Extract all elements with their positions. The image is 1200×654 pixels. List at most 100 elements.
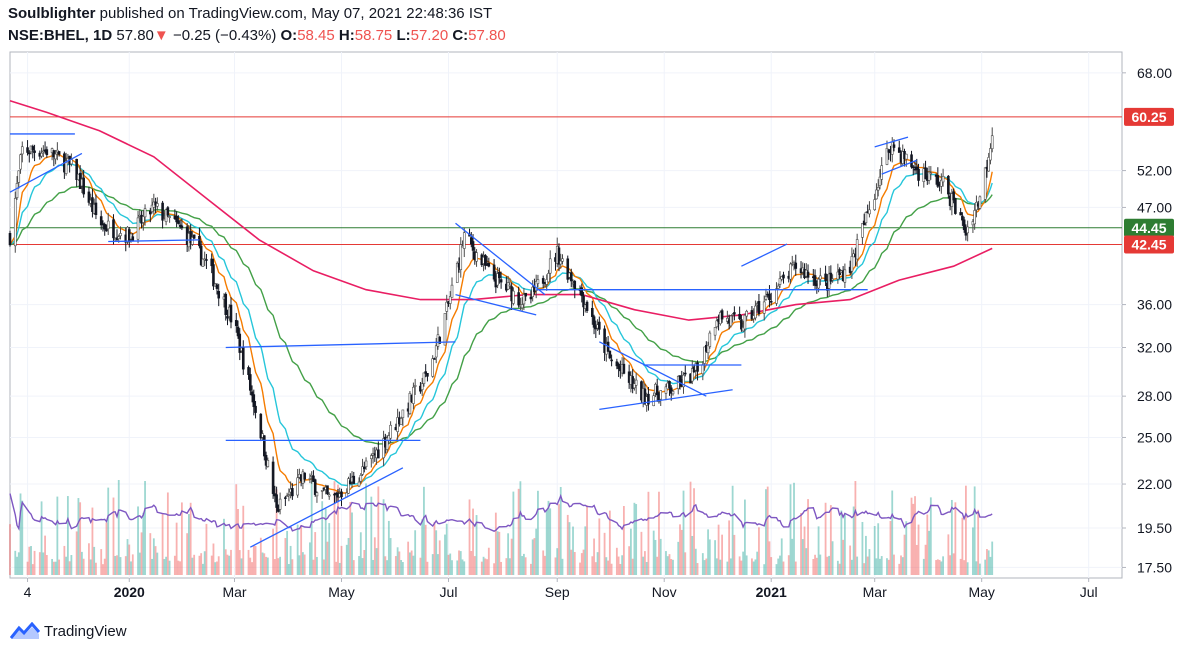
volume-bar bbox=[605, 557, 608, 575]
trendline bbox=[225, 341, 456, 349]
trendline bbox=[741, 243, 788, 267]
volume-bar bbox=[987, 550, 990, 575]
volume-bar bbox=[335, 561, 338, 575]
candle-body bbox=[947, 175, 950, 195]
candle-body bbox=[875, 189, 878, 200]
volume-bar bbox=[500, 561, 503, 575]
published-text: published on TradingView.com, May 07, 20… bbox=[99, 5, 493, 22]
candle-body bbox=[547, 273, 550, 283]
volume-bar bbox=[310, 481, 313, 575]
volume-bar bbox=[58, 559, 61, 575]
level-badge-label: 44.45 bbox=[1131, 220, 1166, 236]
candle-body bbox=[962, 219, 966, 231]
volume-bar bbox=[407, 541, 410, 575]
volume-bar bbox=[300, 525, 303, 575]
volume-bar bbox=[252, 545, 255, 575]
candle-body bbox=[740, 319, 743, 330]
candle-body bbox=[959, 212, 962, 216]
candle-body bbox=[278, 498, 282, 510]
price-axis[interactable]: 17.50 19.50 22.00 25.00 28.00 32.00 36.00 47.00… bbox=[1122, 65, 1172, 576]
volume-bar bbox=[128, 544, 131, 575]
volume-bar bbox=[579, 562, 581, 575]
candle-body bbox=[990, 135, 994, 150]
candle-body bbox=[813, 275, 817, 286]
candle-body bbox=[75, 158, 78, 180]
candle-body bbox=[708, 332, 712, 347]
volume-bar bbox=[812, 558, 815, 575]
volume-bar bbox=[421, 519, 424, 575]
volume-bar bbox=[249, 557, 252, 575]
volume-bar bbox=[224, 549, 227, 575]
volume-bar bbox=[598, 518, 601, 575]
volume-bar bbox=[375, 548, 378, 575]
volume-bar bbox=[963, 560, 966, 575]
candle-body bbox=[198, 235, 201, 247]
candle-body bbox=[936, 175, 940, 187]
price-chart[interactable]: 17.50 19.50 22.00 25.00 28.00 32.00 36.00 47.00… bbox=[0, 0, 1200, 620]
volume-bar bbox=[849, 545, 852, 575]
volume-bar bbox=[45, 555, 48, 575]
candle-body bbox=[664, 386, 668, 394]
candle-body bbox=[362, 466, 366, 469]
volume-bar bbox=[242, 505, 245, 575]
footer-brand[interactable]: TradingView bbox=[10, 622, 127, 640]
candle-body bbox=[561, 258, 564, 262]
candle-body bbox=[263, 435, 266, 457]
volume-bar bbox=[358, 556, 360, 575]
candle-body bbox=[682, 374, 685, 388]
volume-bar bbox=[328, 523, 331, 575]
candle-body bbox=[143, 208, 147, 218]
close-label: C: bbox=[452, 27, 469, 44]
volume-bar bbox=[496, 531, 499, 575]
candle-body bbox=[885, 148, 889, 165]
volume-bar bbox=[173, 555, 176, 575]
candle-body bbox=[868, 209, 871, 215]
horizontal-levels bbox=[10, 116, 1122, 246]
volume-bar bbox=[154, 546, 157, 575]
moving-averages bbox=[9, 99, 993, 494]
volume-bar bbox=[33, 550, 36, 575]
candles[interactable] bbox=[8, 127, 994, 515]
volume-bar bbox=[323, 559, 325, 575]
y-tick-label: 17.50 bbox=[1137, 559, 1172, 575]
candle-body bbox=[131, 236, 135, 242]
trendlines[interactable] bbox=[9, 133, 918, 548]
volume-bar bbox=[959, 558, 962, 575]
volume-bar bbox=[744, 499, 746, 575]
candle-body bbox=[284, 497, 287, 499]
volume-bar bbox=[438, 540, 441, 575]
volume-bar bbox=[905, 521, 908, 575]
candle-body bbox=[234, 319, 238, 327]
volume-bar bbox=[175, 522, 178, 575]
candle-body bbox=[45, 149, 49, 156]
candle-body bbox=[443, 313, 447, 346]
volume-bar bbox=[102, 564, 104, 575]
volume-bar bbox=[400, 560, 403, 575]
candle-body bbox=[189, 231, 192, 244]
volume-bar bbox=[887, 559, 890, 575]
candle-body bbox=[647, 393, 650, 405]
volume-bar bbox=[451, 560, 453, 575]
volume-bar bbox=[198, 555, 201, 575]
candle-body bbox=[492, 264, 496, 280]
candle-body bbox=[782, 274, 785, 279]
candle-body bbox=[973, 210, 976, 225]
trendline bbox=[108, 239, 200, 243]
candle-body bbox=[541, 278, 545, 284]
volume-bar bbox=[756, 551, 759, 575]
volume-bar bbox=[731, 485, 734, 575]
author-name[interactable]: Soulblighter bbox=[8, 5, 96, 22]
grid bbox=[10, 52, 1122, 578]
volume-bar bbox=[324, 508, 327, 575]
volume-bar bbox=[431, 554, 434, 575]
volume-bar bbox=[886, 558, 888, 575]
candle-body bbox=[610, 359, 613, 362]
volume-bar bbox=[829, 505, 832, 575]
candle-body bbox=[750, 310, 754, 320]
volume-bar bbox=[458, 550, 460, 575]
candle-body bbox=[359, 475, 363, 482]
time-axis[interactable]: 4 2020 Mar May Jul Sep Nov 2021 Mar May Jul bbox=[24, 578, 1098, 600]
volume-bar bbox=[435, 530, 438, 575]
volume-bar bbox=[668, 554, 671, 575]
volume-bar bbox=[775, 564, 778, 575]
